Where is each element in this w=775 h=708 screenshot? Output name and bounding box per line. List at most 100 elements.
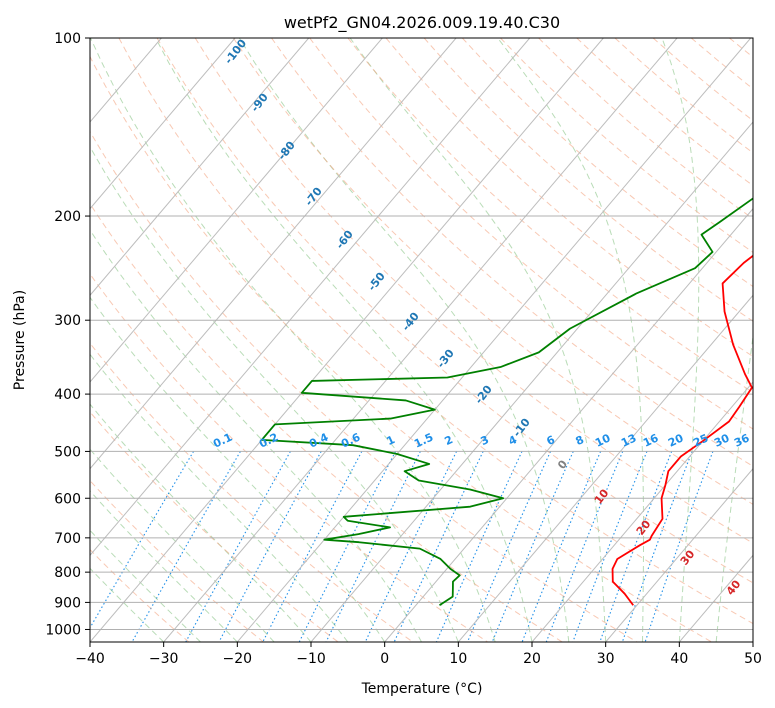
- mixing-ratio-label: 36: [732, 431, 752, 449]
- mixing-ratio-label: 0.4: [307, 430, 330, 450]
- isotherm-label: -20: [472, 383, 495, 407]
- mixing-ratio-line: [599, 451, 673, 642]
- dry-adiabat: [90, 411, 339, 642]
- background-lines: [90, 38, 775, 642]
- isotherm-line: [310, 121, 753, 642]
- plot-frame: [89, 37, 754, 643]
- dry-adiabat: [90, 548, 190, 642]
- mixing-ratio-line: [131, 451, 241, 642]
- moist-adiabat: [90, 448, 275, 642]
- isotherm-line: [90, 38, 604, 642]
- y-tick-label: 900: [54, 595, 81, 611]
- isotherm-line: [90, 38, 531, 557]
- isotherm-label: 40: [724, 577, 744, 597]
- mixing-ratio-line: [325, 451, 421, 642]
- moist-adiabat: [661, 38, 700, 642]
- dry-adiabat: [652, 38, 753, 122]
- moist-adiabat: [715, 332, 753, 642]
- mixing-ratio-line: [545, 451, 624, 642]
- dry-adiabat: [500, 38, 753, 253]
- x-tick-label: 50: [744, 651, 762, 667]
- isotherm-label: 0: [555, 457, 570, 471]
- mixing-ratio-label: 1: [385, 433, 397, 448]
- moist-adiabat: [349, 38, 607, 642]
- mixing-ratio-line: [491, 451, 574, 642]
- x-tick-label: 20: [523, 651, 541, 667]
- isotherm-label: -100: [222, 37, 249, 67]
- isotherm-label: -80: [275, 139, 298, 163]
- mixing-ratio-label: 25: [691, 431, 710, 449]
- mixing-ratio-line: [364, 451, 458, 642]
- x-tick-label: −20: [223, 651, 253, 667]
- mixing-ratio-line: [185, 451, 291, 642]
- isotherm-label: -90: [248, 91, 271, 115]
- y-tick-label: 300: [54, 313, 81, 329]
- isotherm-line: [90, 38, 236, 210]
- moist-adiabat: [90, 403, 312, 642]
- mixing-ratio-label: 20: [666, 431, 686, 449]
- mixing-ratio-label: 16: [641, 431, 661, 449]
- dry-adiabat: [90, 273, 488, 642]
- isotherm-line: [163, 38, 678, 642]
- dry-adiabat: [90, 342, 414, 642]
- dry-adiabat: [690, 38, 753, 90]
- mixing-ratio-label: 3: [479, 433, 491, 448]
- isotherm-label: -50: [365, 270, 388, 294]
- mixing-ratio-line: [218, 451, 322, 642]
- mixing-ratio-label: 2: [443, 433, 455, 448]
- isotherm-line: [90, 38, 310, 297]
- y-tick-label: 800: [54, 565, 81, 581]
- dry-adiabat: [90, 130, 638, 642]
- moist-adiabat: [155, 38, 533, 642]
- moist-adiabat: [90, 529, 201, 642]
- moist-adiabat: [90, 490, 238, 642]
- dry-adiabat: [90, 479, 264, 642]
- y-tick-label: 100: [54, 31, 81, 47]
- dry-adiabat: [461, 38, 753, 288]
- isotherm-label: 10: [592, 486, 612, 506]
- x-tick-label: 40: [670, 651, 688, 667]
- y-axis-title: Pressure (hPa): [12, 290, 28, 390]
- isotherm-label: -30: [434, 347, 457, 371]
- isotherm-line: [678, 554, 753, 642]
- y-tick-label: 500: [54, 444, 81, 460]
- moist-adiabat: [90, 145, 459, 642]
- isotherm-line: [531, 381, 753, 642]
- dry-adiabat: [232, 38, 753, 505]
- mixing-ratio-label: 30: [712, 431, 732, 449]
- dry-adiabat: [271, 38, 753, 467]
- x-tick-label: 10: [449, 651, 467, 667]
- x-tick-label: 0: [380, 651, 389, 667]
- isotherm-line: [236, 38, 752, 642]
- isotherm-line: [90, 38, 457, 470]
- mixing-ratio-label: 10: [593, 431, 613, 449]
- x-axis-title: Temperature (°C): [361, 681, 483, 697]
- mixing-ratio-label: 0.2: [257, 431, 280, 451]
- y-tick-label: 400: [54, 387, 81, 403]
- mixing-ratio-label: 0.6: [339, 430, 362, 450]
- y-tick-label: 200: [54, 209, 81, 225]
- dry-adiabat: [768, 38, 775, 642]
- dry-adiabat: [576, 38, 753, 187]
- dry-adiabat: [309, 38, 753, 430]
- y-axis: 100 200 300 400 500 600 700 800 900 1000: [45, 31, 90, 638]
- x-tick-label: −10: [296, 651, 326, 667]
- dry-adiabat: [347, 38, 753, 394]
- mixing-ratio-label: 0.1: [211, 431, 234, 451]
- chart-title: wetPf2_GN04.2026.009.19.40.C30: [284, 13, 560, 33]
- dry-adiabat: [118, 38, 753, 625]
- isotherm-line: [384, 207, 753, 642]
- dry-adiabat: [90, 55, 712, 642]
- x-tick-label: −30: [149, 651, 179, 667]
- mixing-ratio-line: [644, 451, 714, 642]
- isotherm-label: -70: [302, 185, 325, 209]
- dry-adiabat: [385, 38, 753, 358]
- y-tick-label: 600: [54, 491, 81, 507]
- sounding-series: [260, 197, 753, 606]
- mixing-ratio-label: 13: [619, 431, 638, 449]
- mixing-ratio-line: [90, 451, 195, 629]
- mixing-ratio-label: 8: [574, 433, 586, 448]
- temperature-line: [611, 254, 753, 606]
- isotherm-label: 20: [634, 517, 654, 537]
